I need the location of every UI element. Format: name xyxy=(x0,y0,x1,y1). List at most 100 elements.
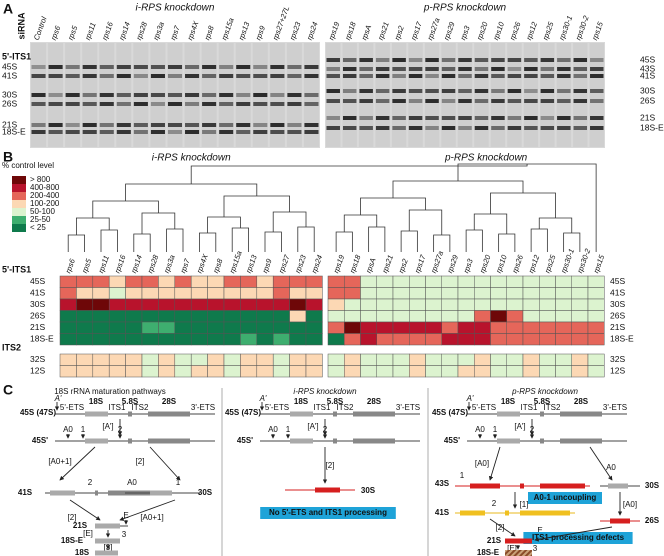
gel-band xyxy=(167,123,183,127)
heatmap-cell xyxy=(289,321,307,334)
heatmap-cell xyxy=(490,310,507,323)
band-label: 21S xyxy=(640,112,655,122)
row-label: 21S xyxy=(30,322,45,332)
row-label: 45S xyxy=(610,276,625,286)
heatmap-cell xyxy=(207,353,225,366)
rna-bar xyxy=(148,411,190,417)
rna-bar xyxy=(353,411,395,417)
diagram-label: 2 xyxy=(530,425,535,434)
diagram-label: 18S xyxy=(89,397,104,406)
diagram-label: ITS2 xyxy=(337,403,354,412)
heatmap-cell xyxy=(360,298,377,311)
gel-band xyxy=(270,65,285,69)
gel-band xyxy=(441,99,456,103)
heatmap-cell xyxy=(474,298,491,311)
lane-label: rps25 xyxy=(543,253,558,274)
heatmap-cell xyxy=(207,365,225,378)
heatmap-cell xyxy=(76,365,94,378)
heatmap-cell xyxy=(289,365,307,378)
lane-label: rps4X xyxy=(195,252,210,274)
diagram-label: 3'-ETS xyxy=(191,403,215,412)
heatmap-cell xyxy=(76,275,94,288)
heatmap-cell xyxy=(125,353,143,366)
gel-band xyxy=(270,102,285,106)
heatmap-cell xyxy=(240,298,258,311)
gel-band xyxy=(507,126,522,130)
dendrogram xyxy=(498,233,516,252)
gel-band xyxy=(253,93,268,97)
gel-band xyxy=(441,74,456,78)
arrow xyxy=(488,446,501,481)
gel-band xyxy=(441,58,456,62)
heatmap-cell xyxy=(327,287,345,300)
heatmap-cell xyxy=(207,321,225,334)
subpanel-title: p-RPS knockdown xyxy=(511,387,578,396)
heatmap-cell xyxy=(92,298,110,311)
gel-band xyxy=(359,116,373,120)
gel-band xyxy=(133,93,148,97)
gel-band xyxy=(48,102,63,106)
diagram-label: 5.8S xyxy=(122,397,139,406)
band-label: 43S xyxy=(640,63,655,73)
gel-band xyxy=(590,74,604,78)
gel-band xyxy=(185,130,200,134)
gel-band xyxy=(359,89,373,93)
gel-band xyxy=(304,123,319,127)
heatmap-cell xyxy=(190,365,208,378)
heatmap-cell xyxy=(539,287,556,300)
gel-band xyxy=(185,123,200,127)
gel-band xyxy=(375,126,390,130)
band-label: 18S-E xyxy=(2,126,26,136)
diagram-label: A0 xyxy=(606,463,616,472)
heatmap-cell xyxy=(457,310,475,323)
diagram-label: [E] xyxy=(507,544,517,553)
diagram-label: 30S xyxy=(361,486,376,495)
heatmap-cell xyxy=(108,353,126,366)
diagram-label: A' xyxy=(54,394,62,403)
gel-band xyxy=(31,93,46,97)
heatmap-cell xyxy=(174,275,192,288)
arrow xyxy=(119,499,176,521)
heatmap-cell xyxy=(409,353,426,366)
dendrogram xyxy=(297,226,315,252)
dendrogram xyxy=(125,183,258,201)
gel-band xyxy=(167,130,183,134)
lane-label: rps13 xyxy=(237,20,252,41)
heatmap-cell xyxy=(207,333,225,346)
dendrogram xyxy=(368,226,386,252)
heatmap-cell xyxy=(344,365,361,378)
lane-label: rps5 xyxy=(80,257,94,275)
gel-band xyxy=(48,74,63,78)
gel-band xyxy=(540,126,555,130)
gel-band xyxy=(326,74,340,78)
gel-band xyxy=(573,74,588,78)
lane-label: rpsA xyxy=(364,257,378,275)
band-label: 45S xyxy=(640,54,655,64)
gel-band xyxy=(491,126,505,130)
rna-bar xyxy=(505,550,532,556)
gel-band xyxy=(507,67,522,71)
band-label: 41S xyxy=(2,70,17,80)
rna-bar xyxy=(85,438,108,444)
lane-label: rps10 xyxy=(491,20,506,41)
panel-label: A xyxy=(3,1,13,17)
gel-band xyxy=(202,123,217,127)
gel-band xyxy=(150,65,165,69)
lane-label: rps24 xyxy=(309,254,324,275)
heatmap-cell xyxy=(555,353,572,366)
gel-band xyxy=(375,58,390,62)
heatmap-cell xyxy=(522,287,540,300)
heatmap-cell xyxy=(360,333,377,346)
gel-band xyxy=(116,74,131,78)
heatmap-cell xyxy=(571,333,589,346)
rna-bar xyxy=(560,411,602,417)
diagram-label: 28S xyxy=(367,397,382,406)
gel-band xyxy=(425,74,439,78)
gel-band xyxy=(359,126,373,130)
legend-label: 50-100 xyxy=(30,207,55,216)
heatmap-cell xyxy=(289,353,307,366)
gel-band xyxy=(524,126,538,130)
heatmap-cell xyxy=(76,333,94,346)
heatmap-cell xyxy=(506,333,524,346)
gel-band xyxy=(185,93,200,97)
